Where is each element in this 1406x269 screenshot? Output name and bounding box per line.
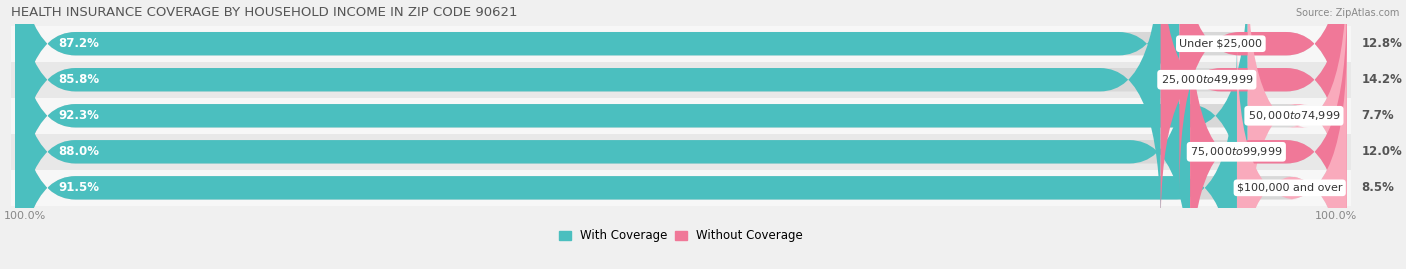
Text: 7.7%: 7.7% bbox=[1361, 109, 1395, 122]
Text: Under $25,000: Under $25,000 bbox=[1180, 39, 1263, 49]
Text: 12.8%: 12.8% bbox=[1361, 37, 1402, 50]
FancyBboxPatch shape bbox=[15, 0, 1347, 230]
FancyBboxPatch shape bbox=[15, 0, 1347, 266]
Bar bbox=[11, 98, 1351, 134]
Text: $25,000 to $49,999: $25,000 to $49,999 bbox=[1160, 73, 1253, 86]
Text: 85.8%: 85.8% bbox=[58, 73, 98, 86]
Text: $100,000 and over: $100,000 and over bbox=[1237, 183, 1343, 193]
FancyBboxPatch shape bbox=[15, 37, 1237, 269]
FancyBboxPatch shape bbox=[1189, 1, 1347, 269]
FancyBboxPatch shape bbox=[15, 0, 1160, 230]
Text: 12.0%: 12.0% bbox=[1361, 145, 1402, 158]
Text: 91.5%: 91.5% bbox=[58, 181, 98, 194]
FancyBboxPatch shape bbox=[15, 0, 1347, 194]
FancyBboxPatch shape bbox=[1160, 0, 1347, 230]
Text: $50,000 to $74,999: $50,000 to $74,999 bbox=[1247, 109, 1340, 122]
Text: 14.2%: 14.2% bbox=[1361, 73, 1402, 86]
FancyBboxPatch shape bbox=[15, 1, 1189, 269]
Text: HEALTH INSURANCE COVERAGE BY HOUSEHOLD INCOME IN ZIP CODE 90621: HEALTH INSURANCE COVERAGE BY HOUSEHOLD I… bbox=[11, 6, 517, 19]
Text: 8.5%: 8.5% bbox=[1361, 181, 1395, 194]
Text: $75,000 to $99,999: $75,000 to $99,999 bbox=[1189, 145, 1282, 158]
Bar bbox=[11, 134, 1351, 170]
Text: 100.0%: 100.0% bbox=[1315, 211, 1358, 221]
Legend: With Coverage, Without Coverage: With Coverage, Without Coverage bbox=[560, 229, 803, 242]
Bar bbox=[11, 26, 1351, 62]
FancyBboxPatch shape bbox=[15, 0, 1247, 266]
Text: 92.3%: 92.3% bbox=[58, 109, 98, 122]
Text: 87.2%: 87.2% bbox=[58, 37, 98, 50]
Text: 88.0%: 88.0% bbox=[58, 145, 98, 158]
Bar bbox=[11, 170, 1351, 206]
FancyBboxPatch shape bbox=[15, 37, 1347, 269]
FancyBboxPatch shape bbox=[1247, 0, 1347, 266]
FancyBboxPatch shape bbox=[1180, 0, 1347, 194]
FancyBboxPatch shape bbox=[15, 0, 1180, 194]
Text: 100.0%: 100.0% bbox=[4, 211, 46, 221]
Bar bbox=[11, 62, 1351, 98]
FancyBboxPatch shape bbox=[1237, 37, 1347, 269]
Text: Source: ZipAtlas.com: Source: ZipAtlas.com bbox=[1295, 8, 1399, 18]
FancyBboxPatch shape bbox=[15, 1, 1347, 269]
